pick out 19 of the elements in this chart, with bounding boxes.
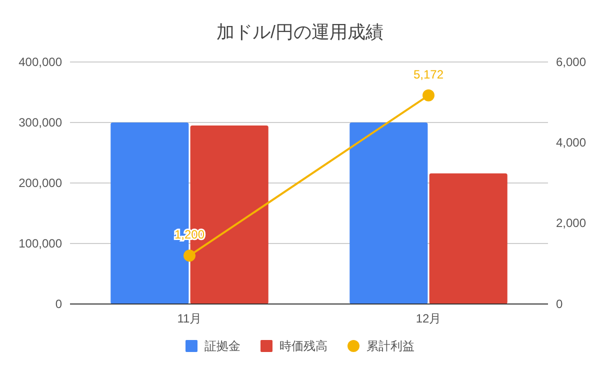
y-tick-label: 400,000 — [18, 54, 62, 69]
data-label: 1,200 — [174, 228, 205, 242]
bar — [350, 122, 428, 304]
y2-tick-label: 4,000 — [556, 136, 586, 150]
y2-tick-label: 0 — [556, 296, 563, 311]
legend-label: 累計利益 — [366, 339, 414, 353]
data-label: 5,172 — [413, 67, 444, 82]
x-tick-label: 12月 — [416, 312, 442, 326]
y-tick-label: 100,000 — [18, 236, 62, 250]
y2-tick-label: 2,000 — [556, 216, 586, 230]
x-tick-label: 11月 — [177, 312, 202, 326]
chart-title: 加ドル/円の運用成績 — [216, 22, 384, 42]
y-tick-label: 300,000 — [18, 115, 62, 130]
y2-tick-label: 6,000 — [556, 54, 586, 69]
y-tick-label: 200,000 — [18, 176, 62, 190]
legend-label: 証拠金 — [204, 339, 240, 353]
legend-label: 時価残高 — [280, 339, 328, 353]
bar — [429, 173, 508, 304]
y-tick-label: 0 — [55, 296, 62, 311]
